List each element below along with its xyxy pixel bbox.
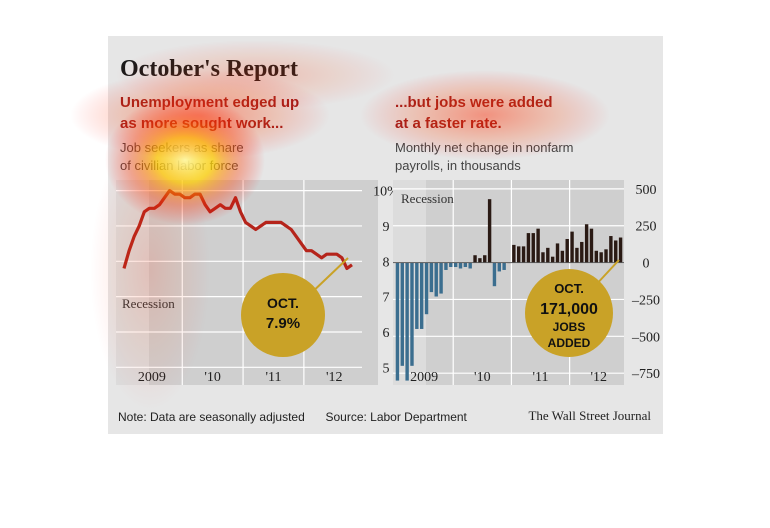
footer-credit: The Wall Street Journal — [528, 408, 651, 423]
right-badge-value: 171,000 — [540, 301, 598, 318]
payroll-bar — [541, 252, 545, 263]
payroll-bar — [604, 249, 608, 263]
right-x-tick: '10 — [474, 370, 491, 385]
left-x-tick: 2009 — [138, 370, 166, 385]
right-headline-line-2: at a faster rate. — [395, 115, 502, 132]
payroll-bar — [584, 224, 589, 263]
left-annotation-badge: OCT. 7.9% — [241, 257, 349, 357]
left-x-tick: '11 — [265, 370, 281, 385]
left-subtitle-line-1: Job seekers as share — [120, 140, 244, 155]
right-subtitle-line-1: Monthly net change in nonfarm — [395, 140, 574, 155]
payrolls-bar-chart: Recession 500 250 0 –250 –500 –750 2009 '10 '11… — [393, 180, 660, 385]
footer-source: Source: Labor Department — [325, 410, 467, 424]
left-plot-area — [116, 180, 378, 385]
left-y-tick: 8 — [383, 255, 390, 270]
left-badge-month: OCT. — [267, 295, 299, 311]
payroll-bar — [550, 256, 555, 263]
report-title: October's Report — [120, 56, 298, 82]
left-y-tick: 5 — [383, 361, 390, 376]
payroll-bar — [618, 237, 623, 263]
left-recession-label: Recession — [122, 296, 175, 311]
left-subtitle-line-2: of civilian labor force — [120, 158, 239, 173]
right-y-tick: 250 — [636, 220, 657, 235]
payroll-bar — [570, 231, 574, 263]
right-recession-label: Recession — [401, 191, 454, 206]
right-headline-line-1: ...but jobs were added — [395, 94, 553, 111]
footer-note: Note: Data are seasonally adjusted Sourc… — [118, 410, 467, 424]
right-x-tick: '12 — [590, 370, 607, 385]
right-annotation-badge: OCT. 171,000 JOBS ADDED — [525, 259, 620, 357]
left-y-tick: 6 — [383, 326, 390, 341]
right-x-tick: 2009 — [410, 370, 438, 385]
payroll-bar — [439, 262, 443, 294]
left-x-tick: '12 — [326, 370, 343, 385]
payroll-bar — [429, 262, 434, 293]
right-badge-jobs: JOBS — [553, 320, 586, 334]
left-y-tick: 7 — [383, 291, 390, 306]
right-y-tick: 0 — [643, 257, 650, 272]
payroll-bar — [497, 262, 501, 272]
payroll-bar — [512, 244, 516, 263]
payroll-bar — [424, 262, 429, 315]
payroll-bar — [483, 255, 487, 263]
payroll-bar — [599, 252, 603, 263]
left-x-tick: '10 — [204, 370, 221, 385]
payroll-bar — [614, 240, 618, 263]
payroll-bar — [492, 262, 497, 287]
left-y-tick: 9 — [383, 220, 390, 235]
right-y-tick: –500 — [631, 330, 660, 345]
right-subtitle-line-2: payrolls, in thousands — [395, 158, 521, 173]
payroll-bar — [521, 246, 526, 263]
payroll-bar — [453, 262, 458, 268]
footer-note-text: Note: Data are seasonally adjusted — [118, 410, 305, 424]
payroll-bar — [589, 228, 594, 263]
payroll-bar — [546, 247, 550, 263]
payroll-bar — [478, 258, 482, 263]
right-x-tick-labels: 2009 '10 '11 '12 — [410, 370, 607, 385]
left-headline-line-1: Unemployment edged up — [120, 94, 300, 111]
payroll-bar — [609, 236, 613, 263]
payroll-bar — [487, 199, 492, 263]
left-badge-value: 7.9% — [266, 315, 300, 332]
payroll-bar — [400, 262, 404, 366]
payroll-bar — [594, 250, 599, 263]
left-headline-line-2: as more sought work... — [120, 115, 284, 132]
payroll-bar — [449, 262, 453, 268]
payroll-bar — [415, 262, 419, 329]
payroll-bar — [502, 262, 506, 270]
right-y-tick: 500 — [636, 183, 657, 198]
payroll-bar — [434, 262, 438, 297]
left-y-tick-labels: 10% 9 8 7 6 5 — [373, 185, 399, 377]
payroll-bar — [463, 262, 468, 268]
right-y-tick: –250 — [631, 293, 660, 308]
left-y-tick: 10% — [373, 185, 399, 200]
right-y-tick-labels: 500 250 0 –250 –500 –750 — [631, 183, 660, 382]
payroll-bar — [536, 228, 540, 263]
right-x-tick: '11 — [533, 370, 549, 385]
payroll-bar — [468, 262, 472, 269]
payroll-bar — [565, 238, 569, 263]
payroll-bar — [526, 233, 531, 263]
payroll-bar — [395, 262, 400, 381]
payroll-bar — [517, 246, 521, 263]
right-badge-month: OCT. — [554, 281, 584, 296]
payroll-bar — [410, 262, 414, 366]
payroll-bar — [555, 243, 560, 263]
payroll-bar — [560, 250, 565, 263]
payroll-bar — [405, 262, 409, 381]
payroll-bar — [531, 233, 535, 263]
right-y-tick: –750 — [631, 367, 660, 382]
right-badge-added: ADDED — [548, 336, 591, 350]
payrolls-bars — [395, 199, 623, 381]
unemployment-line-chart: Recession 10% 9 8 7 6 5 2009 '10 '11 '12 OCT. 7.… — [116, 180, 399, 385]
payroll-bar — [419, 262, 424, 329]
payroll-bar — [580, 241, 584, 263]
payroll-bar — [575, 247, 579, 263]
payroll-bar — [458, 262, 463, 269]
payroll-bar — [444, 262, 448, 270]
payroll-bar — [473, 255, 477, 263]
